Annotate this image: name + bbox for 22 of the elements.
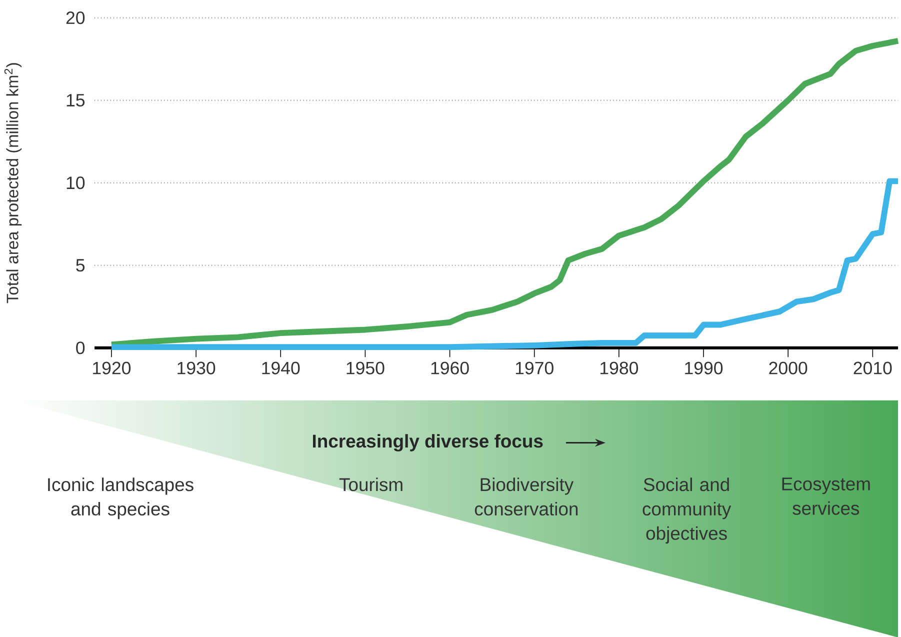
x-tick-label: 1960 [431,362,469,374]
x-tick-label: 1990 [685,362,723,374]
x-tick-label: 1930 [178,362,216,374]
text: Biodiversity conservation [474,477,578,516]
x-tick-label: 1980 [600,362,638,374]
y-tick-label: 5 [76,258,85,272]
y-tick-label: 0 [76,341,85,354]
x-tick-label: 2010 [854,362,892,374]
x-tick-label: 1970 [516,362,554,374]
x-tick-label: 1920 [93,362,131,374]
text: Iconic landscapes and species [48,477,194,519]
text: Social and community objectives [642,477,732,544]
text: Tourism [339,477,402,491]
x-tick-label: 1940 [262,362,300,374]
y-tick-label: 10 [66,176,85,189]
y-tick-label: 15 [66,94,85,106]
x-tick-label: 2000 [769,362,808,374]
y-tick-label: 20 [66,11,85,24]
y-axis-title: Total area protected (million km$^{2}$) [4,62,22,303]
text: Ecosystem services [782,477,870,515]
text: Increasingly diverse focus [312,434,543,452]
x-tick-label: 1950 [346,362,384,374]
